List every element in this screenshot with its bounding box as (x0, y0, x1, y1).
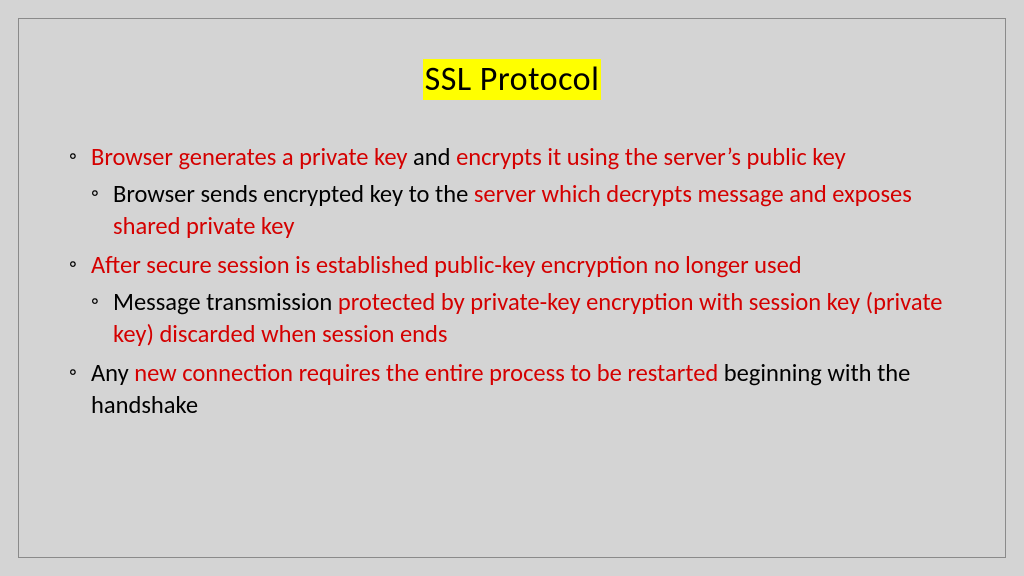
bullet-list-inner: Message transmission protected by privat… (91, 287, 955, 350)
title-container: SSL Protocol (69, 59, 955, 100)
slide-frame: SSL Protocol Browser generates a private… (18, 18, 1006, 558)
text-black: Browser sends encrypted key to the (113, 179, 474, 209)
bullet-item-2a: Message transmission protected by privat… (91, 287, 955, 350)
text-black: Any (91, 358, 134, 388)
slide-title: SSL Protocol (423, 59, 602, 100)
bullet-list-inner: Browser sends encrypted key to the serve… (91, 179, 955, 242)
text-red: Browser generates a private key (91, 142, 408, 172)
text-red: After secure session is established publ… (91, 250, 802, 280)
bullet-list-outer: Browser generates a private key and encr… (69, 142, 955, 421)
text-red: new connection requires the entire proce… (134, 358, 718, 388)
text-red: encrypts it using the server’s public ke… (456, 142, 846, 172)
bullet-item-1: Browser generates a private key and encr… (69, 142, 955, 242)
text-black: and (408, 142, 457, 172)
text-black: Message transmission (113, 287, 338, 317)
bullet-item-3: Any new connection requires the entire p… (69, 358, 955, 421)
bullet-item-2: After secure session is established publ… (69, 250, 955, 350)
bullet-item-1a: Browser sends encrypted key to the serve… (91, 179, 955, 242)
